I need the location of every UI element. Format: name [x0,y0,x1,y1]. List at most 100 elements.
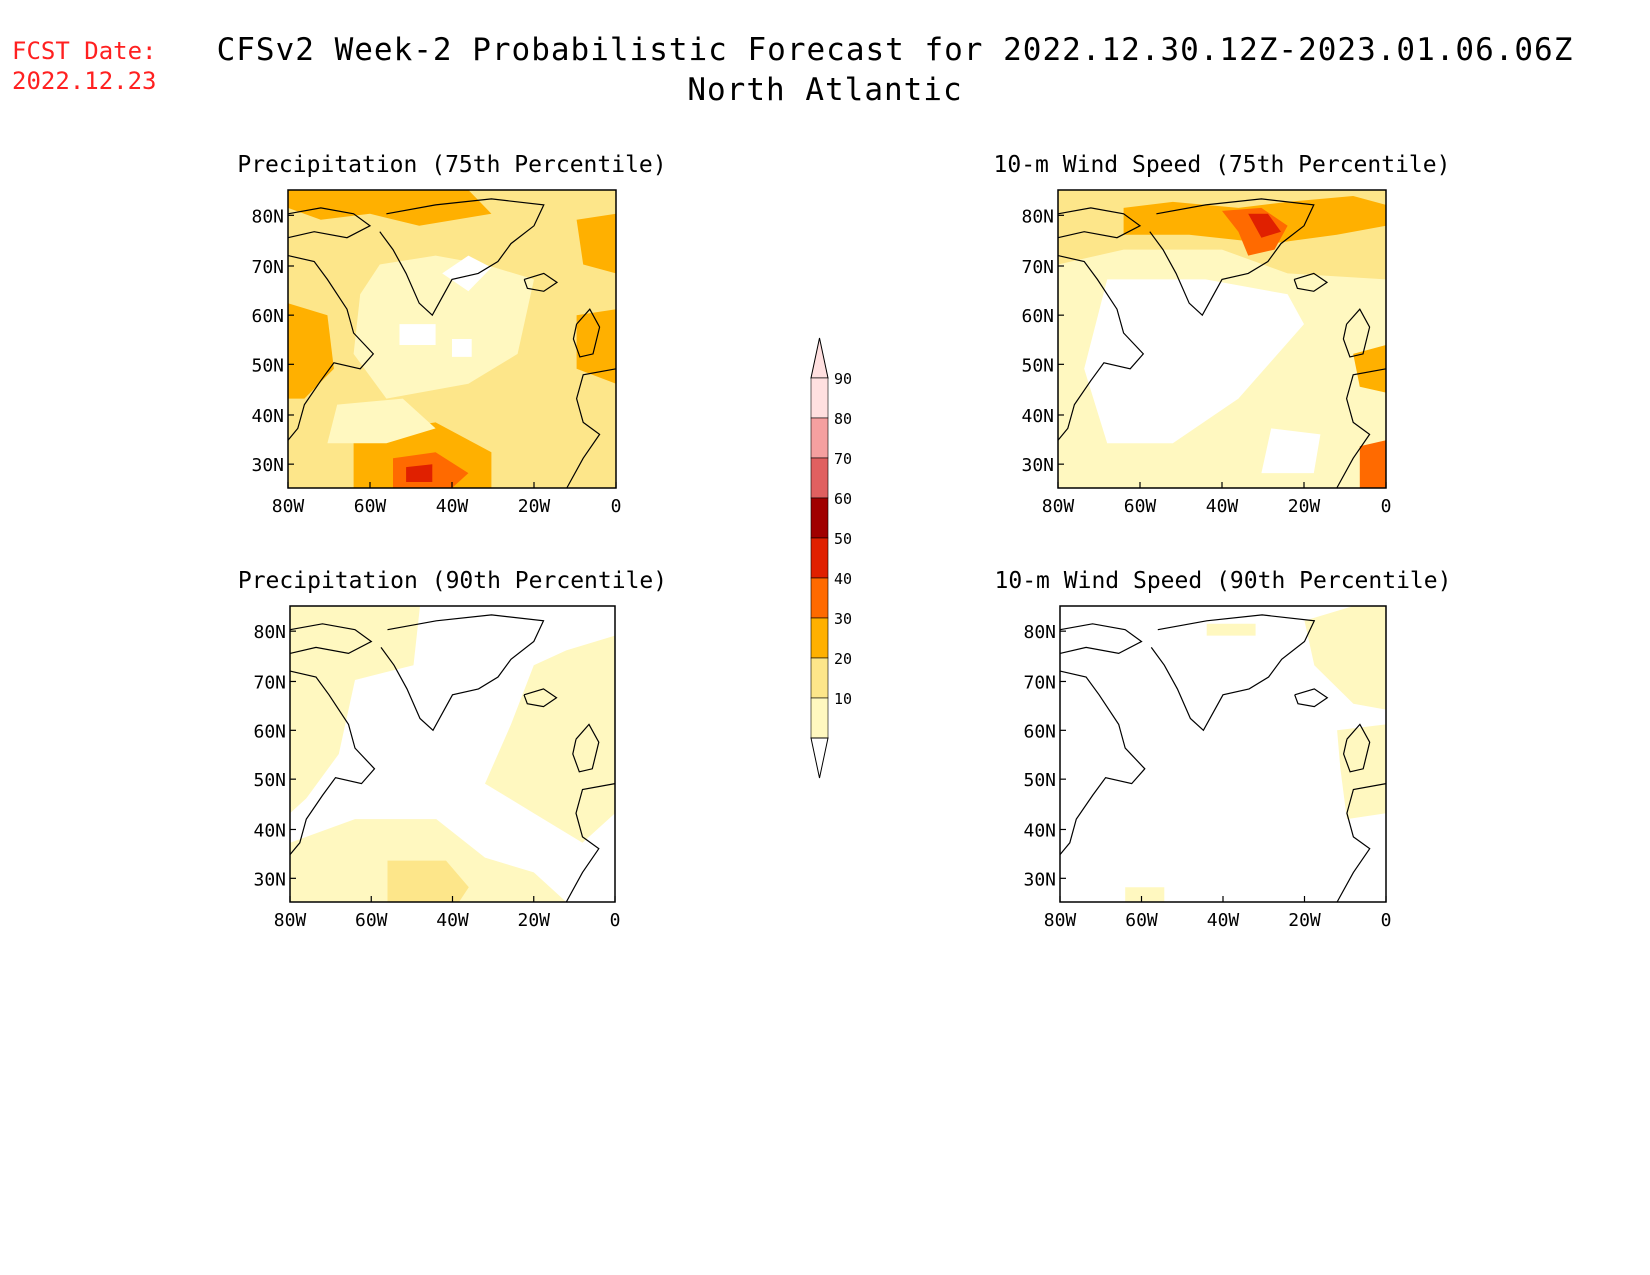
lat-label: 40N [251,406,284,427]
lon-label: 80W [274,910,307,931]
lat-label: 50N [1021,355,1054,376]
colorbar-label: 90 [834,370,852,388]
shaded-region [576,213,616,274]
lon-label: 0 [610,910,621,931]
coastline [566,368,617,489]
lon-label: 20W [1288,496,1321,517]
lat-label: 70N [1021,257,1054,278]
colorbar: 90 80 70 60 50 40 30 20 10 [810,337,852,779]
lon-label: 80W [1042,496,1075,517]
shaded-region [1353,345,1386,393]
colorbar-top-cap [810,337,829,379]
colorbar-swatch [810,537,829,579]
coastline [289,623,373,655]
lon-label: 80W [1044,910,1077,931]
lon-label: 80W [272,496,305,517]
lat-label: 80N [251,206,284,227]
colorbar-swatch [810,577,829,619]
shaded-region [399,324,436,345]
lat-label: 50N [253,770,286,791]
lat-label: 30N [253,869,286,890]
coastline [1336,368,1387,489]
shaded-region [353,255,534,399]
colorbar-label: 30 [834,610,852,628]
lat-label: 80N [253,622,286,643]
coastline [572,723,600,773]
shaded-region [1337,724,1386,820]
shaded-region [442,255,492,292]
lat-label: 70N [1023,672,1056,693]
coastline [1059,623,1143,655]
shaded-region [1359,440,1386,488]
forecast-date-value: 2022.12.23 [12,67,157,95]
lon-label: 20W [517,910,550,931]
lat-label: 70N [253,672,286,693]
map-panel-1: Precipitation (75th Percentile) 80N 70N 60N… [237,152,666,517]
lon-label: 20W [1288,910,1321,931]
map-panel-2: 10-m Wind Speed (75th Percentile) 80N 70N 6… [994,152,1451,517]
colorbar-label: 20 [834,650,852,668]
lat-label: 60N [251,306,284,327]
colorbar-swatch [810,497,829,539]
lon-label: 20W [518,496,551,517]
lat-label: 60N [1021,306,1054,327]
lat-label: 70N [251,257,284,278]
shaded-region [288,190,492,226]
panel-title: Precipitation (90th Percentile) [238,568,667,594]
forecast-date: FCST Date: 2022.12.23 [12,36,157,96]
lat-label: 50N [251,355,284,376]
lat-label: 80N [1023,622,1056,643]
forecast-date-label: FCST Date: [12,37,157,65]
shaded-region [576,309,616,384]
shaded-region [1248,213,1281,238]
coastline [289,670,376,855]
lat-label: 30N [251,455,284,476]
coastline [380,614,545,732]
coastline [1059,670,1146,855]
shaded-region [387,860,469,902]
lat-label: 40N [1023,820,1056,841]
lat-label: 30N [1023,869,1056,890]
lon-label: 40W [436,496,469,517]
lat-label: 80N [1021,206,1054,227]
shaded-region [327,398,436,444]
lon-label: 40W [1206,496,1239,517]
shaded-region [1304,606,1386,710]
lon-label: 60W [1124,496,1157,517]
page-title: CFSv2 Week-2 Probabilistic Forecast for … [0,32,1650,108]
coastline [1150,614,1316,732]
coastline [1336,783,1387,903]
coastline [1294,688,1329,708]
coastline [1342,723,1371,773]
colorbar-bottom-cap [810,737,829,779]
coastline [1057,207,1142,239]
panel-title: Precipitation (75th Percentile) [237,152,666,178]
coastline [523,688,558,708]
colorbar-label: 40 [834,570,852,588]
colorbar-swatch [810,657,829,699]
coastline [565,783,616,903]
title-line2: North Atlantic [687,72,963,108]
map-panel-4: 10-m Wind Speed (90th Percentile) 80N 70N 6… [995,568,1452,931]
coastline [287,207,372,239]
lon-label: 40W [436,910,469,931]
colorbar-label: 10 [834,690,852,708]
panel-title: 10-m Wind Speed (75th Percentile) [994,152,1451,178]
coastline [1057,255,1145,441]
lat-label: 30N [1021,455,1054,476]
lon-label: 0 [611,496,622,517]
map-panel-3: Precipitation (90th Percentile) 80N 70N 60N… [238,568,667,931]
coastline [523,272,559,292]
lat-label: 60N [1023,721,1056,742]
lon-label: 60W [1125,910,1158,931]
lon-label: 40W [1207,910,1240,931]
colorbar-swatch [810,377,829,419]
coastline [287,255,375,441]
shaded-region [1084,279,1304,444]
colorbar-swatch [810,417,829,459]
colorbar-label: 70 [834,450,852,468]
colorbar-swatch [810,617,829,659]
lon-label: 60W [355,910,388,931]
coastline [1293,272,1329,292]
